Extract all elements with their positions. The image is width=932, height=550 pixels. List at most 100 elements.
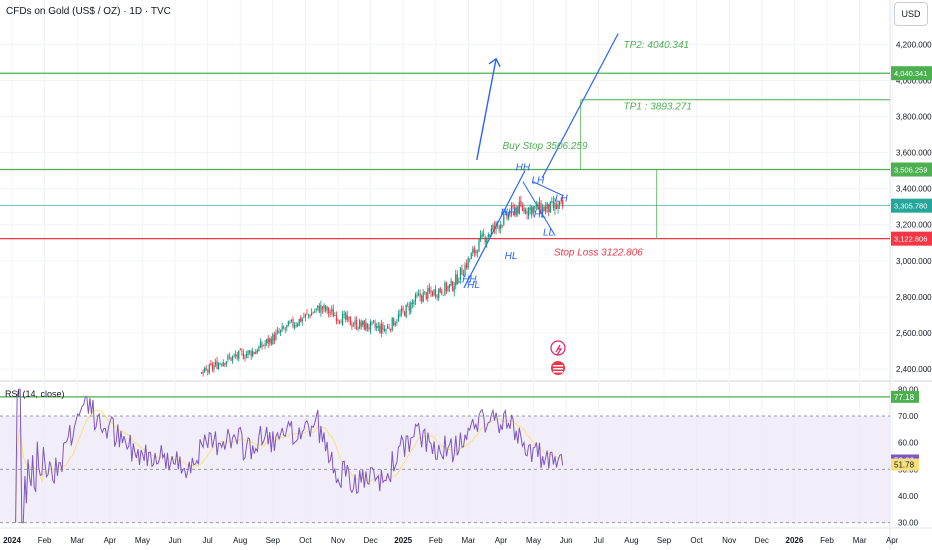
arrow-shaft[interactable] <box>476 58 497 160</box>
candle-body <box>380 323 382 334</box>
candle-body <box>520 200 522 206</box>
candle-body <box>272 333 274 345</box>
time-axis[interactable] <box>0 528 890 550</box>
price-pane[interactable] <box>0 0 890 380</box>
price-axis-badge <box>891 198 932 213</box>
candle-body <box>540 202 542 214</box>
candle-body <box>476 251 479 253</box>
candle-body <box>345 312 347 320</box>
candle-body <box>307 314 310 316</box>
price-tick-label: 2,800.000 <box>896 293 932 302</box>
candle-body <box>365 322 367 331</box>
currency-button[interactable]: USD <box>894 2 928 26</box>
candle-body <box>559 201 561 205</box>
candle-body <box>521 205 523 211</box>
candle-body <box>371 321 373 323</box>
candle-body <box>321 306 324 310</box>
price-axis-badge <box>891 66 932 81</box>
candle-body <box>428 287 430 292</box>
candle-body <box>551 201 553 203</box>
candle-body <box>236 354 238 358</box>
candle-body <box>275 332 277 341</box>
candle-body <box>529 207 531 210</box>
time-tick-label: Jun <box>169 536 182 545</box>
candle-body <box>450 280 452 286</box>
candle-body <box>340 322 342 324</box>
candle-body <box>405 304 407 318</box>
candle-body <box>317 305 319 309</box>
price-tick-label: 4,000.000 <box>896 76 932 85</box>
candle-body <box>554 202 556 210</box>
candle-body <box>331 309 333 312</box>
candle-body <box>208 364 210 374</box>
candle-body <box>219 363 221 365</box>
candle-body <box>324 305 327 311</box>
time-tick-label: Mar <box>70 536 84 545</box>
candle-body <box>441 290 443 294</box>
candle-body <box>349 316 351 326</box>
time-tick-label: 2024 <box>3 536 21 545</box>
candle-body <box>286 325 288 328</box>
candle-body <box>410 302 412 313</box>
candle-body <box>421 295 423 302</box>
symbol-title[interactable]: CFDs on Gold (US$ / OZ) · 1D · TVC <box>6 6 171 17</box>
price-tick-label: 3,400.000 <box>896 185 932 194</box>
candle-body <box>335 314 337 322</box>
candle-body <box>264 343 266 346</box>
price-tick-label: 3,000.000 <box>896 257 932 266</box>
candle-body <box>466 263 468 268</box>
rsi-ma-line <box>15 409 563 523</box>
candle-body <box>487 234 489 238</box>
candle-body <box>311 312 313 316</box>
candle-body <box>314 311 316 313</box>
candle-body <box>326 306 328 311</box>
candle-body <box>363 320 365 330</box>
candle-body <box>270 338 272 345</box>
swing-label-lh: LH <box>555 193 569 204</box>
price-tick-label: 2,600.000 <box>896 329 932 338</box>
candle-body <box>562 200 564 207</box>
swing-label-hh: HH <box>462 274 477 285</box>
candle-body <box>300 317 302 322</box>
price-axis-badge <box>891 231 932 246</box>
projection-line[interactable] <box>541 33 619 179</box>
candle-body <box>258 346 260 352</box>
candle-body <box>230 357 232 361</box>
candle-body <box>342 314 344 326</box>
candle-body <box>523 207 525 213</box>
economic-event-icon[interactable] <box>551 361 565 375</box>
time-tick-label: May <box>526 536 541 545</box>
rsi-tick-label: 30.00 <box>898 519 919 528</box>
candle-body <box>504 211 506 213</box>
candle-body <box>238 350 240 359</box>
candle-body <box>435 289 437 297</box>
earnings-event-icon[interactable] <box>550 340 566 356</box>
candle-body <box>213 365 215 370</box>
rsi-tick-label: 80.00 <box>898 385 919 394</box>
price-tick-label: 3,800.000 <box>896 113 932 122</box>
candle-body <box>560 200 562 202</box>
candle-body <box>397 314 399 321</box>
swing-label-hl: HL <box>467 280 480 291</box>
candle-body <box>200 372 203 374</box>
candle-body <box>524 209 527 214</box>
candle-body <box>413 301 415 304</box>
candle-body <box>492 224 494 230</box>
candle-body <box>422 292 424 303</box>
candle-body <box>255 351 257 355</box>
candle-body <box>411 302 413 304</box>
flag-upper-line[interactable] <box>532 181 564 197</box>
candle-body <box>377 325 379 328</box>
candle-body <box>390 329 392 331</box>
candle-body <box>495 222 497 230</box>
candle-body <box>262 345 265 347</box>
candle-body <box>284 328 286 330</box>
price-tick-label: 3,600.000 <box>896 149 932 158</box>
candle-body <box>507 213 510 220</box>
candle-body <box>483 233 485 236</box>
candle-body <box>298 318 300 326</box>
rsi-indicator-title[interactable]: RSI (14, close) <box>5 389 65 399</box>
annotation-text: Buy Stop 3506.259 <box>502 141 588 152</box>
